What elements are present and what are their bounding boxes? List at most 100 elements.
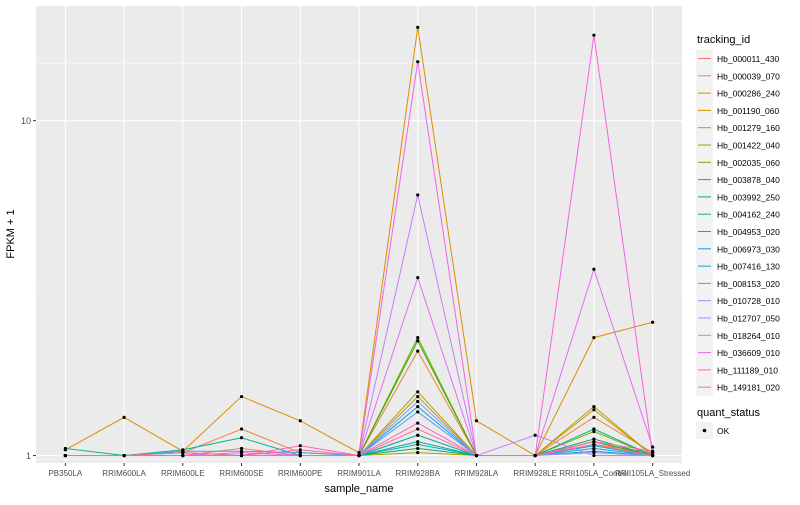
data-point	[298, 453, 302, 458]
data-point	[416, 25, 420, 29]
data-point	[298, 448, 302, 452]
x-tick-label: RRIM600PE	[278, 469, 322, 478]
series-points	[63, 25, 655, 458]
data-point	[357, 453, 361, 458]
legend-label: Hb_149181_020	[717, 383, 780, 393]
data-point	[592, 427, 596, 431]
legend-label: Hb_004953_020	[717, 227, 780, 237]
legend-label: Hb_010728_010	[717, 296, 780, 306]
legend-label: Hb_000039_070	[717, 71, 780, 81]
data-point	[533, 453, 537, 458]
data-point	[298, 451, 302, 455]
legend-label: Hb_003992_250	[717, 192, 780, 202]
data-point	[239, 427, 244, 431]
data-point	[298, 444, 302, 448]
data-point	[474, 453, 479, 458]
legend-label: Hb_007416_130	[717, 262, 780, 272]
data-point	[416, 442, 420, 446]
legend-label: Hb_111189_010	[717, 365, 778, 375]
data-point	[416, 193, 420, 197]
axes: 1 10 PB350LA RRIM600LA RRIM600LE RRIM600SE RRI…	[21, 116, 690, 478]
data-point	[298, 419, 302, 423]
data-point	[239, 436, 244, 440]
data-point	[651, 320, 655, 324]
legend-label: Hb_001279_160	[717, 123, 780, 133]
data-point	[416, 60, 420, 64]
x-tick-label: RRIM901LA	[337, 469, 381, 478]
data-point	[474, 419, 479, 423]
x-tick-label: PB350LA	[48, 469, 82, 478]
y-tick-label: 1	[26, 451, 31, 461]
data-point	[651, 449, 655, 453]
data-point	[592, 453, 596, 458]
data-point	[592, 451, 596, 455]
legend-label: Hb_012707_050	[717, 314, 780, 324]
data-point	[592, 408, 596, 412]
data-point	[416, 446, 420, 451]
x-tick-label: RRIM600LA	[102, 469, 146, 478]
data-point	[239, 394, 244, 399]
data-point	[592, 267, 596, 271]
data-point	[357, 451, 361, 455]
shape-legend-title: quant_status	[697, 407, 760, 419]
data-point	[63, 453, 67, 458]
data-point	[416, 405, 420, 409]
x-tick-label: RRIM928LE	[513, 469, 557, 478]
x-tick-label: RRII105LA_Control	[559, 469, 629, 478]
data-point	[416, 440, 420, 444]
data-point	[416, 427, 420, 431]
data-point	[416, 421, 420, 425]
data-point	[122, 453, 126, 458]
x-tick-label: RRIM600SE	[219, 469, 263, 478]
data-point	[592, 437, 596, 441]
data-point	[122, 415, 126, 419]
data-point	[416, 390, 420, 394]
data-point	[592, 446, 596, 451]
data-point	[416, 336, 420, 340]
legend-label: Hb_000011_430	[717, 54, 780, 64]
data-point	[181, 451, 185, 455]
data-point	[416, 339, 420, 343]
legend-label: Hb_008153_020	[717, 279, 780, 289]
y-tick-label: 10	[21, 116, 31, 126]
shape-legend-point	[702, 428, 707, 433]
x-tick-label: RRIM600LE	[161, 469, 205, 478]
data-point	[416, 410, 420, 414]
data-point	[592, 442, 596, 446]
data-point	[592, 405, 596, 409]
data-point	[533, 433, 537, 437]
x-tick-label: RRII105LA_Stressed	[615, 469, 690, 478]
legend-label: Hb_018264_010	[717, 331, 780, 341]
legend-label: Hb_004162_240	[717, 210, 780, 220]
data-point	[416, 399, 420, 404]
x-axis-title: sample_name	[324, 483, 393, 495]
data-point	[592, 336, 596, 340]
data-point	[239, 446, 244, 451]
data-point	[592, 429, 596, 434]
legend-label: Hb_000286_240	[717, 89, 780, 99]
data-point	[239, 451, 244, 455]
data-point	[63, 446, 67, 451]
data-point	[651, 453, 655, 458]
legend-label: Hb_036609_010	[717, 348, 780, 358]
x-tick-label: RRIM928LA	[455, 469, 499, 478]
legend-label: Hb_003878_040	[717, 175, 780, 185]
legend-label: Hb_006973_030	[717, 244, 780, 254]
data-point	[181, 453, 185, 458]
data-point	[592, 415, 596, 419]
data-point	[416, 349, 420, 353]
data-point	[651, 445, 655, 449]
grid-lines	[36, 6, 682, 463]
legend-label: Hb_001422_040	[717, 141, 780, 151]
data-point	[416, 275, 420, 280]
data-point	[239, 453, 244, 458]
data-point	[592, 440, 596, 444]
legend: tracking_id Hb_000011_430 Hb_000039_070 Hb…	[696, 34, 780, 439]
data-point	[416, 394, 420, 399]
y-axis-title: FPKM + 1	[5, 209, 17, 258]
x-tick-label: RRIM928BA	[395, 469, 440, 478]
data-point	[592, 33, 596, 37]
data-point	[416, 433, 420, 437]
